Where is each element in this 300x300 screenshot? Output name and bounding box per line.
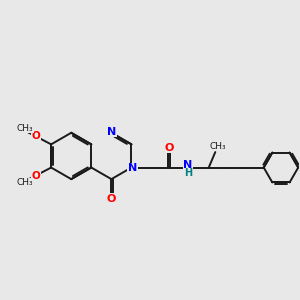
Text: CH₃: CH₃ xyxy=(17,124,34,134)
Text: O: O xyxy=(31,131,40,141)
Text: N: N xyxy=(107,127,116,137)
Text: O: O xyxy=(107,194,116,204)
Text: CH₃: CH₃ xyxy=(17,178,34,188)
Text: N: N xyxy=(128,164,137,173)
Text: CH₃: CH₃ xyxy=(209,142,226,151)
Text: N: N xyxy=(183,160,193,170)
Text: O: O xyxy=(165,142,174,153)
Text: O: O xyxy=(31,171,40,181)
Text: H: H xyxy=(184,169,192,178)
